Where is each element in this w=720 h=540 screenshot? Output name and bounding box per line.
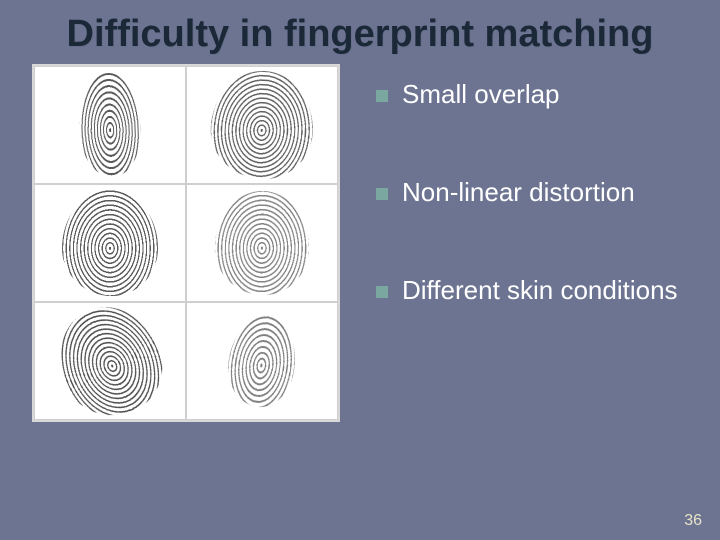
bullet-item: Different skin conditions <box>376 276 720 306</box>
fingerprint-cell <box>34 184 186 302</box>
fingerprint-cell <box>186 66 338 184</box>
bullet-list: Small overlap Non-linear distortion Differ… <box>340 64 720 306</box>
fingerprint-cell <box>34 302 186 420</box>
fingerprint-cell <box>186 302 338 420</box>
bullet-item: Non-linear distortion <box>376 178 720 208</box>
fingerprint-icon <box>62 190 158 296</box>
fingerprint-icon <box>42 290 178 431</box>
fingerprint-grid <box>34 66 338 420</box>
bullet-label: Different skin conditions <box>402 276 678 306</box>
bullet-label: Small overlap <box>402 80 560 110</box>
bullet-square-icon <box>376 188 388 200</box>
page-number: 36 <box>684 512 702 530</box>
bullet-square-icon <box>376 286 388 298</box>
fingerprint-icon <box>78 72 143 178</box>
fingerprint-icon <box>223 311 301 411</box>
fingerprint-icon <box>208 68 316 181</box>
bullet-square-icon <box>376 90 388 102</box>
fingerprint-icon <box>214 190 310 296</box>
bullet-item: Small overlap <box>376 80 720 110</box>
bullet-label: Non-linear distortion <box>402 178 635 208</box>
content-area: Small overlap Non-linear distortion Differ… <box>0 56 720 422</box>
fingerprint-cell <box>34 66 186 184</box>
slide-title: Difficulty in fingerprint matching <box>0 0 720 56</box>
fingerprint-cell <box>186 184 338 302</box>
fingerprint-frame <box>32 64 340 422</box>
